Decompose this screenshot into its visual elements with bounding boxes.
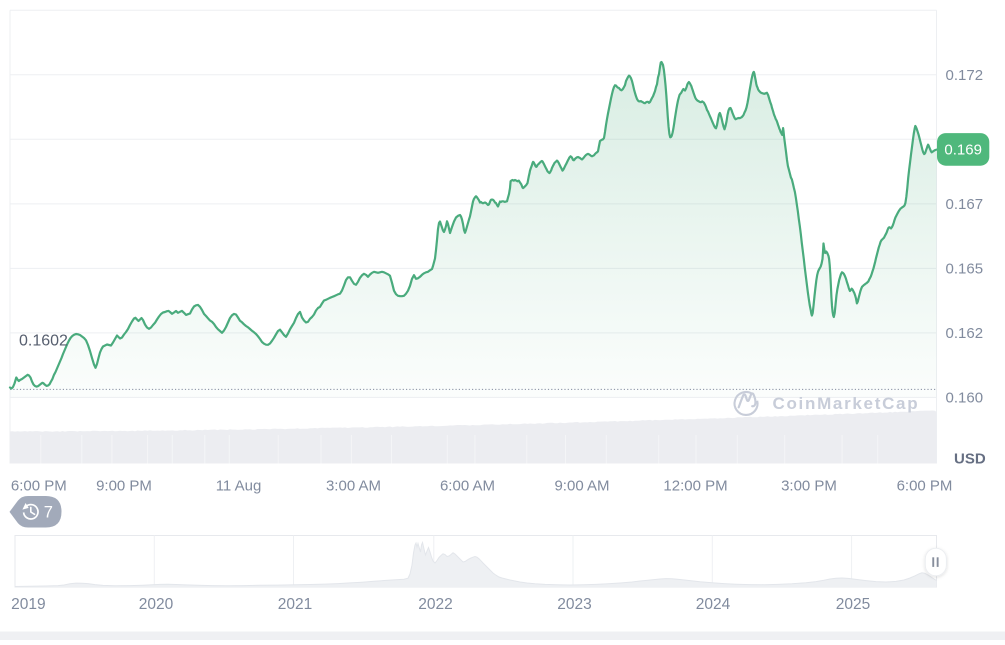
- svg-text:6:00 PM: 6:00 PM: [11, 478, 67, 495]
- svg-text:6:00 AM: 6:00 AM: [440, 478, 495, 495]
- svg-text:CoinMarketCap: CoinMarketCap: [773, 394, 920, 413]
- svg-text:0.172: 0.172: [946, 67, 984, 84]
- svg-text:12:00 PM: 12:00 PM: [663, 478, 727, 495]
- svg-text:2023: 2023: [557, 596, 591, 613]
- svg-text:7: 7: [44, 504, 53, 522]
- svg-text:2025: 2025: [836, 596, 870, 613]
- svg-text:2024: 2024: [696, 596, 731, 613]
- svg-text:0.165: 0.165: [946, 261, 984, 278]
- svg-text:USD: USD: [954, 451, 986, 468]
- svg-text:0.167: 0.167: [946, 196, 984, 213]
- svg-text:2022: 2022: [418, 596, 452, 613]
- svg-text:0.160: 0.160: [946, 390, 984, 407]
- svg-text:3:00 PM: 3:00 PM: [781, 478, 837, 495]
- svg-text:0.162: 0.162: [946, 325, 984, 342]
- svg-text:2019: 2019: [11, 596, 45, 613]
- svg-text:0.1602: 0.1602: [19, 333, 68, 350]
- svg-text:0.169: 0.169: [944, 142, 982, 159]
- svg-text:2020: 2020: [139, 596, 174, 613]
- svg-text:11 Aug: 11 Aug: [216, 478, 262, 495]
- svg-text:6:00 PM: 6:00 PM: [897, 478, 953, 495]
- svg-text:3:00 AM: 3:00 AM: [326, 478, 381, 495]
- svg-text:9:00 PM: 9:00 PM: [96, 478, 152, 495]
- svg-text:2021: 2021: [278, 596, 312, 613]
- svg-text:9:00 AM: 9:00 AM: [554, 478, 609, 495]
